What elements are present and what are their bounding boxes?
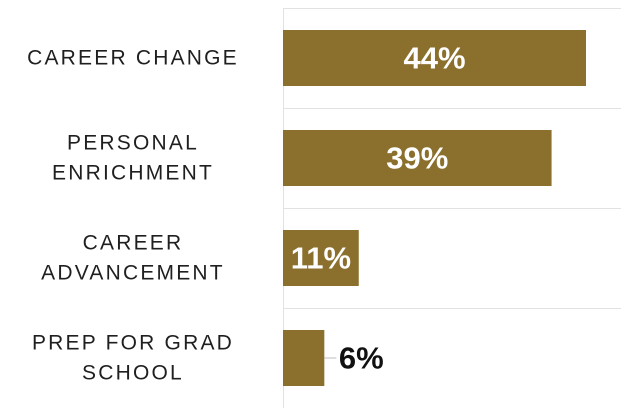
category-labels: CAREER CHANGE PERSONAL ENRICHMENT CAREER ADV… <box>27 47 239 385</box>
category-label: PREP FOR GRAD SCHOOL <box>32 332 234 385</box>
gridlines <box>283 8 621 309</box>
value-label: 44% <box>403 41 465 76</box>
bar-personal-enrichment <box>283 130 552 186</box>
bar-career-advancement <box>283 230 359 286</box>
value-label: 6% <box>339 341 384 376</box>
category-label: PERSONAL ENRICHMENT <box>52 132 214 185</box>
bar-career-change <box>283 30 586 86</box>
category-label: CAREER ADVANCEMENT <box>41 232 225 285</box>
category-label: CAREER CHANGE <box>27 47 239 70</box>
value-labels: 44% 39% 11% 6% <box>291 41 466 376</box>
value-label: 39% <box>386 141 448 176</box>
bars <box>283 30 586 386</box>
value-label: 11% <box>291 241 351 276</box>
bar-prep-for-grad-school <box>283 330 325 386</box>
